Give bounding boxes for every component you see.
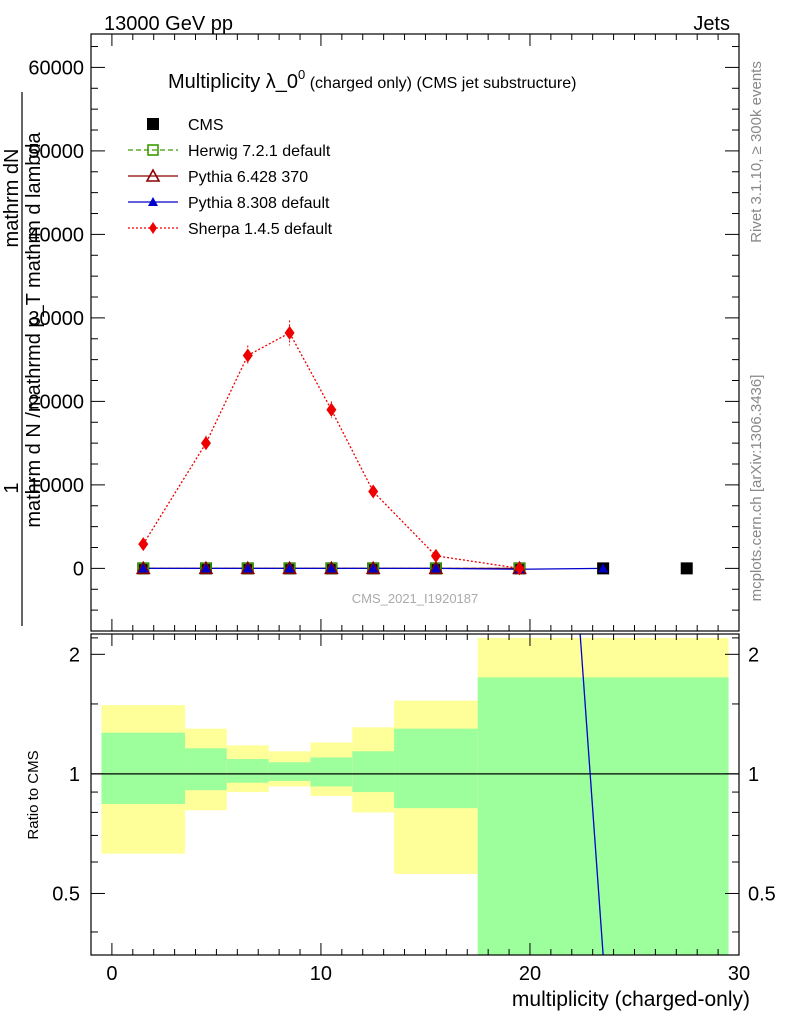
data-point-sherpa — [242, 348, 253, 363]
y-tick-label: 20000 — [28, 391, 84, 413]
legend-marker-cms — [147, 118, 159, 130]
data-point-pythia6 — [198, 560, 214, 575]
header-left: 13000 GeV pp — [104, 13, 233, 35]
legend-marker-herwig — [147, 144, 159, 156]
data-point-pythia6 — [282, 560, 297, 575]
data-point-sherpa — [138, 537, 149, 552]
ratio-tick-label-left: 1 — [69, 764, 80, 786]
axes: 0 10 20 3001000020000300004000050000600000.… — [28, 34, 776, 985]
y-tick-label: 60000 — [28, 57, 84, 79]
ratio-band-inner — [268, 762, 311, 781]
data-point-pythia6 — [240, 560, 256, 575]
series-line-sherpa — [142, 332, 520, 570]
ratio-band-inner — [352, 751, 395, 793]
ratio-band-inner — [310, 757, 353, 787]
x-tick-label: 0 — [106, 963, 117, 985]
y-axis-label-denominator: mathrm d N /mathrmd p_T mathrm d lambda — [23, 131, 45, 527]
data-point-pythia6 — [428, 560, 444, 575]
x-tick-label: 30 — [728, 963, 750, 985]
legend-marker-pythia6 — [145, 168, 161, 182]
data-point-sherpa — [368, 484, 379, 499]
y-axis-label-top: mathrm dN — [1, 149, 23, 248]
ratio-band-inner — [477, 677, 729, 955]
side-label-rivet: Rivet 3.1.10, ≥ 300k events — [748, 61, 765, 243]
y-axis-label-numerator: 1 — [1, 482, 23, 493]
ratio-content — [91, 633, 739, 956]
legend-label-cms: CMS — [188, 117, 224, 134]
ratio-y-label: Ratio to CMS — [25, 750, 42, 839]
ratio-band-inner — [101, 732, 186, 804]
header-right: Jets — [693, 13, 730, 35]
ratio-band-inner — [185, 748, 227, 791]
data-point-pythia8 — [284, 563, 295, 573]
y-tick-label: 30000 — [28, 308, 84, 330]
watermark: CMS_2021_I1920187 — [352, 591, 479, 606]
side-label-mcplots: mcplots.cern.ch [arXiv:1306.3436] — [748, 375, 765, 602]
data-point-sherpa — [514, 561, 525, 576]
data-point-pythia8 — [430, 563, 441, 573]
ratio-tick-label-right: 1 — [748, 764, 759, 786]
legend: CMS Herwig 7.2.1 default Pythia 6.428 370 P… — [128, 117, 333, 238]
data-point-pythia8 — [598, 563, 609, 573]
ratio-tick-label-right: 2 — [748, 644, 759, 666]
ratio-line-pythia8 — [579, 633, 604, 956]
plot-title-main: Multiplicity λ_0 — [168, 71, 298, 93]
legend-label-pythia6: Pythia 6.428 370 — [188, 169, 308, 186]
ratio-tick-label-left: 0.5 — [52, 883, 80, 905]
plot-title-superscript: 0 — [298, 67, 305, 82]
legend-label-sherpa: Sherpa 1.4.5 default — [188, 221, 333, 238]
x-axis-label: multiplicity (charged-only) — [512, 988, 750, 1011]
main-frame — [90, 33, 740, 632]
main-content — [135, 320, 693, 576]
data-point-pythia8 — [242, 563, 253, 573]
y-tick-label: 10000 — [28, 475, 84, 497]
data-point-pythia8 — [326, 563, 337, 573]
data-point-cms — [680, 562, 693, 575]
legend-label-herwig: Herwig 7.2.1 default — [188, 143, 331, 160]
data-point-sherpa — [430, 548, 441, 563]
plot-title: Multiplicity λ_00 (charged only) (CMS je… — [168, 67, 576, 93]
y-tick-label: 0 — [73, 558, 84, 580]
ratio-bands — [101, 637, 729, 955]
data-point-pythia6 — [135, 560, 151, 575]
data-point-sherpa — [326, 402, 337, 417]
ratio-tick-label-right: 0.5 — [748, 883, 776, 905]
ratio-tick-label-left: 2 — [69, 644, 80, 666]
y-tick-label: 50000 — [28, 141, 84, 163]
data-point-sherpa — [284, 325, 295, 340]
data-point-pythia6 — [365, 560, 381, 575]
legend-label-pythia8: Pythia 8.308 default — [188, 195, 330, 212]
x-tick-label: 20 — [519, 963, 541, 985]
ratio-frame — [90, 633, 740, 956]
data-point-pythia8 — [200, 563, 211, 573]
y-tick-label: 40000 — [28, 224, 84, 246]
data-point-sherpa — [200, 436, 211, 451]
legend-marker-sherpa — [149, 222, 157, 234]
ratio-band-inner — [226, 759, 269, 783]
data-point-pythia8 — [368, 563, 379, 573]
ratio-band-inner — [394, 728, 478, 809]
plot-title-suffix: (charged only) (CMS jet substructure) — [305, 75, 576, 92]
x-tick-label: 10 — [310, 963, 332, 985]
data-point-pythia8 — [138, 563, 149, 573]
data-point-pythia6 — [324, 560, 339, 575]
legend-marker-pythia8 — [148, 197, 158, 206]
